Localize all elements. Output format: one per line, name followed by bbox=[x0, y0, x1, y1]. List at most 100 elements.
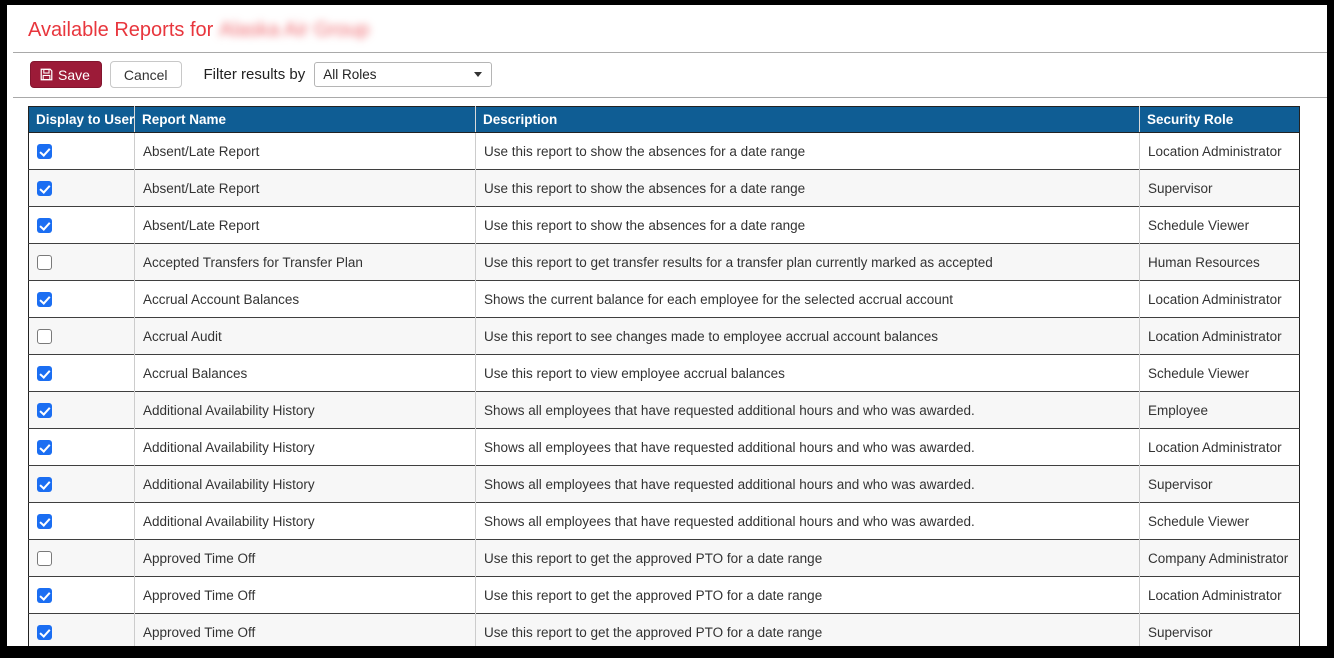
checkbox-checked[interactable] bbox=[37, 513, 52, 529]
display-to-user-cell bbox=[28, 354, 135, 392]
table-row: Accrual Audit Use this report to see chan… bbox=[28, 317, 1300, 355]
display-to-user-cell bbox=[28, 428, 135, 466]
description-cell: Use this report to view employee accrual… bbox=[475, 354, 1140, 392]
checkbox-checked[interactable] bbox=[37, 180, 52, 196]
security-role-cell: Location Administrator bbox=[1139, 280, 1300, 318]
checkbox-checked[interactable] bbox=[37, 365, 52, 381]
report-name-cell: Additional Availability History bbox=[134, 502, 476, 540]
display-to-user-cell bbox=[28, 613, 135, 646]
report-name-cell: Accrual Audit bbox=[134, 317, 476, 355]
description-cell: Use this report to get the approved PTO … bbox=[475, 576, 1140, 614]
toolbar: Save Cancel Filter results by All Roles bbox=[7, 53, 1327, 97]
display-to-user-cell bbox=[28, 465, 135, 503]
save-button[interactable]: Save bbox=[30, 61, 102, 88]
display-to-user-cell bbox=[28, 576, 135, 614]
table-row: Approved Time Off Use this report to get … bbox=[28, 576, 1300, 614]
table-row: Additional Availability History Shows all… bbox=[28, 391, 1300, 429]
filter-results-label: Filter results by bbox=[203, 66, 306, 83]
checkbox-unchecked[interactable] bbox=[37, 254, 52, 270]
cancel-button-label: Cancel bbox=[123, 66, 168, 83]
checkbox-unchecked[interactable] bbox=[37, 550, 52, 566]
save-disk-icon bbox=[40, 68, 53, 81]
security-role-cell: Location Administrator bbox=[1139, 132, 1300, 170]
security-role-cell: Location Administrator bbox=[1139, 576, 1300, 614]
display-to-user-cell bbox=[28, 539, 135, 577]
security-role-cell: Schedule Viewer bbox=[1139, 354, 1300, 392]
description-cell: Use this report to show the absences for… bbox=[475, 169, 1140, 207]
table-row: Additional Availability History Shows all… bbox=[28, 428, 1300, 466]
save-button-label: Save bbox=[58, 66, 90, 83]
table-row: Accepted Transfers for Transfer Plan Use … bbox=[28, 243, 1300, 281]
display-to-user-cell bbox=[28, 280, 135, 318]
report-table-body: Absent/Late Report Use this report to sho… bbox=[28, 132, 1300, 646]
description-cell: Shows all employees that have requested … bbox=[475, 391, 1140, 429]
title-bar: Available Reports for Alaska Air Group bbox=[7, 5, 1327, 52]
report-name-cell: Accrual Account Balances bbox=[134, 280, 476, 318]
display-to-user-cell bbox=[28, 132, 135, 170]
table-row: Absent/Late Report Use this report to sho… bbox=[28, 132, 1300, 170]
display-to-user-cell bbox=[28, 391, 135, 429]
checkbox-checked[interactable] bbox=[37, 291, 52, 307]
display-to-user-cell bbox=[28, 169, 135, 207]
report-name-cell: Accrual Balances bbox=[134, 354, 476, 392]
description-cell: Use this report to get the approved PTO … bbox=[475, 613, 1140, 646]
security-role-cell: Location Administrator bbox=[1139, 428, 1300, 466]
table-row: Accrual Balances Use this report to view … bbox=[28, 354, 1300, 392]
description-cell: Shows all employees that have requested … bbox=[475, 502, 1140, 540]
description-cell: Shows the current balance for each emplo… bbox=[475, 280, 1140, 318]
report-name-cell: Absent/Late Report bbox=[134, 206, 476, 244]
description-cell: Use this report to see changes made to e… bbox=[475, 317, 1140, 355]
roles-filter-dropdown[interactable]: All Roles bbox=[314, 62, 493, 87]
security-role-cell: Human Resources bbox=[1139, 243, 1300, 281]
report-name-cell: Additional Availability History bbox=[134, 465, 476, 503]
security-role-cell: Supervisor bbox=[1139, 169, 1300, 207]
table-row: Absent/Late Report Use this report to sho… bbox=[28, 206, 1300, 244]
checkbox-checked[interactable] bbox=[37, 624, 52, 640]
display-to-user-cell bbox=[28, 243, 135, 281]
title-separator bbox=[13, 52, 1327, 53]
security-role-cell: Employee bbox=[1139, 391, 1300, 429]
column-header-display-to-user: Display to User bbox=[28, 106, 135, 133]
description-cell: Shows all employees that have requested … bbox=[475, 428, 1140, 466]
report-name-cell: Accepted Transfers for Transfer Plan bbox=[134, 243, 476, 281]
report-name-cell: Additional Availability History bbox=[134, 391, 476, 429]
checkbox-unchecked[interactable] bbox=[37, 328, 52, 344]
security-role-cell: Company Administrator bbox=[1139, 539, 1300, 577]
table-row: Additional Availability History Shows all… bbox=[28, 502, 1300, 540]
table-header-row: Display to User Report Name Description … bbox=[28, 106, 1300, 133]
checkbox-checked[interactable] bbox=[37, 402, 52, 418]
description-cell: Use this report to get transfer results … bbox=[475, 243, 1140, 281]
report-name-cell: Additional Availability History bbox=[134, 428, 476, 466]
report-name-cell: Approved Time Off bbox=[134, 539, 476, 577]
chevron-down-icon bbox=[474, 72, 483, 77]
display-to-user-cell bbox=[28, 317, 135, 355]
reports-table-container: Display to User Report Name Description … bbox=[28, 106, 1327, 646]
page-title: Available Reports for Alaska Air Group bbox=[28, 19, 369, 41]
description-cell: Use this report to get the approved PTO … bbox=[475, 539, 1140, 577]
description-cell: Shows all employees that have requested … bbox=[475, 465, 1140, 503]
checkbox-checked[interactable] bbox=[37, 476, 52, 492]
table-row: Approved Time Off Use this report to get … bbox=[28, 613, 1300, 646]
display-to-user-cell bbox=[28, 502, 135, 540]
column-header-description: Description bbox=[475, 106, 1140, 133]
reports-table: Display to User Report Name Description … bbox=[28, 106, 1300, 646]
security-role-cell: Schedule Viewer bbox=[1139, 502, 1300, 540]
table-row: Approved Time Off Use this report to get … bbox=[28, 539, 1300, 577]
roles-filter-selected-value: All Roles bbox=[323, 67, 377, 82]
checkbox-checked[interactable] bbox=[37, 587, 52, 603]
checkbox-checked[interactable] bbox=[37, 439, 52, 455]
company-name-redacted: Alaska Air Group bbox=[219, 19, 370, 41]
security-role-cell: Location Administrator bbox=[1139, 317, 1300, 355]
cancel-button[interactable]: Cancel bbox=[109, 61, 182, 88]
toolbar-separator bbox=[13, 97, 1327, 98]
display-to-user-cell bbox=[28, 206, 135, 244]
report-name-cell: Approved Time Off bbox=[134, 613, 476, 646]
description-cell: Use this report to show the absences for… bbox=[475, 206, 1140, 244]
description-cell: Use this report to show the absences for… bbox=[475, 132, 1140, 170]
report-name-cell: Absent/Late Report bbox=[134, 169, 476, 207]
table-row: Absent/Late Report Use this report to sho… bbox=[28, 169, 1300, 207]
checkbox-checked[interactable] bbox=[37, 143, 52, 159]
checkbox-checked[interactable] bbox=[37, 217, 52, 233]
security-role-cell: Schedule Viewer bbox=[1139, 206, 1300, 244]
